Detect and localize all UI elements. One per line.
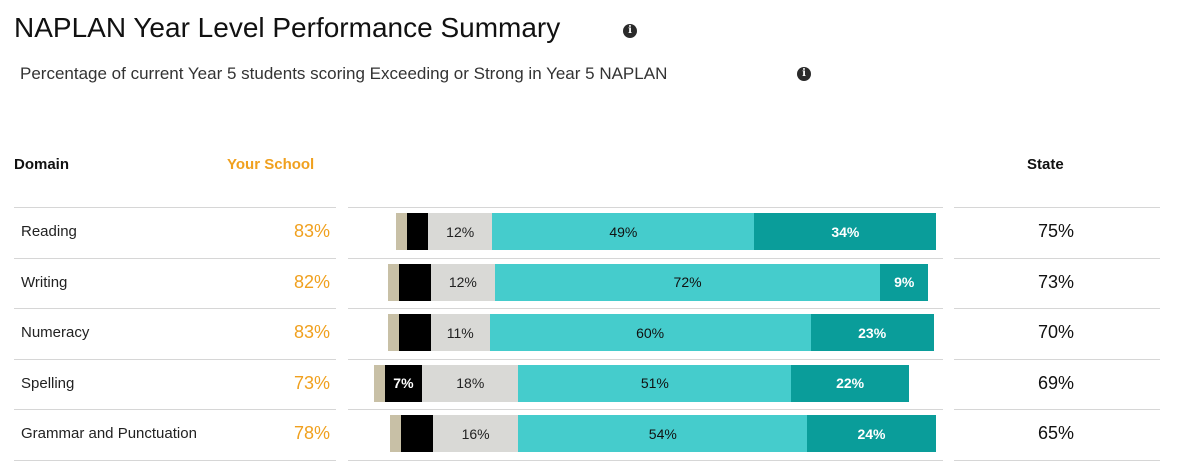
row-divider — [14, 308, 336, 309]
bar-segment-black — [398, 314, 431, 351]
bar-segment-dark: 23% — [810, 314, 934, 351]
title-info-icon[interactable]: i — [623, 24, 637, 38]
domain-label: Spelling — [21, 374, 75, 392]
row-divider — [14, 460, 336, 461]
column-header-your-school: Your School — [227, 156, 315, 173]
bar-segment-tan — [374, 364, 385, 402]
bar-segment-dark: 9% — [880, 263, 929, 301]
bar-segment-dark: 22% — [791, 364, 909, 402]
row-divider — [954, 207, 1160, 208]
bar-segment-grey: 11% — [430, 314, 490, 351]
bar-segment-light: 60% — [489, 314, 811, 351]
page-title: NAPLAN Year Level Performance Summary — [14, 12, 561, 43]
stacked-bar[interactable]: 12% 72% 9% — [388, 263, 929, 301]
row-divider — [348, 258, 943, 259]
row-divider — [954, 308, 1160, 309]
row-divider — [348, 359, 943, 360]
state-value: 65% — [1037, 423, 1075, 443]
your-school-value: 73% — [293, 372, 330, 393]
row-divider — [954, 359, 1160, 360]
bar-segment-black — [406, 213, 429, 250]
state-value: 73% — [1037, 271, 1075, 292]
bar-segment-dark: 34% — [754, 213, 937, 250]
row-divider — [348, 460, 943, 461]
your-school-value: 83% — [293, 221, 330, 241]
bar-segment-dark: 24% — [807, 415, 936, 452]
bar-segment-tan — [396, 213, 407, 250]
bar-segment-light: 49% — [492, 213, 755, 250]
your-school-value: 78% — [293, 423, 330, 443]
bar-segment-tan — [388, 263, 399, 301]
row-divider — [348, 409, 943, 410]
domain-label: Writing — [21, 273, 68, 291]
row-divider — [348, 207, 943, 208]
stacked-bar[interactable]: 12% 49% 34% — [396, 213, 937, 250]
bar-segment-light: 51% — [518, 364, 792, 402]
stacked-bar[interactable]: 7% 18% 51% 22% — [374, 364, 909, 402]
bar-segment-black: 7% — [384, 364, 423, 402]
row-divider — [954, 460, 1160, 461]
subtitle-info-icon[interactable]: i — [797, 67, 811, 81]
row-divider — [14, 409, 336, 410]
row-divider — [14, 258, 336, 259]
state-value: 70% — [1037, 322, 1075, 342]
bar-segment-grey: 12% — [430, 263, 495, 301]
your-school-value: 82% — [293, 271, 330, 292]
bar-segment-light: 72% — [494, 263, 881, 301]
domain-label: Grammar and Punctuation — [21, 425, 197, 442]
page-subtitle: Percentage of current Year 5 students sc… — [20, 64, 668, 83]
bar-segment-tan — [390, 415, 401, 452]
state-value: 69% — [1037, 372, 1075, 393]
bar-segment-grey: 18% — [422, 364, 519, 402]
bar-segment-black — [398, 263, 431, 301]
state-value: 75% — [1037, 221, 1075, 241]
row-divider — [14, 359, 336, 360]
row-divider — [954, 258, 1160, 259]
bar-segment-grey: 16% — [432, 415, 519, 452]
bar-segment-tan — [388, 314, 399, 351]
bar-segment-grey: 12% — [428, 213, 493, 250]
column-header-state: State — [1027, 156, 1064, 173]
your-school-value: 83% — [293, 322, 330, 342]
row-divider — [14, 207, 336, 208]
domain-label: Reading — [21, 223, 77, 240]
domain-label: Numeracy — [21, 324, 90, 341]
stacked-bar[interactable]: 16% 54% 24% — [390, 415, 936, 452]
row-divider — [348, 308, 943, 309]
bar-segment-black — [400, 415, 433, 452]
column-header-domain: Domain — [14, 156, 70, 173]
row-divider — [954, 409, 1160, 410]
stacked-bar[interactable]: 11% 60% 23% — [388, 314, 934, 351]
bar-segment-light: 54% — [518, 415, 808, 452]
